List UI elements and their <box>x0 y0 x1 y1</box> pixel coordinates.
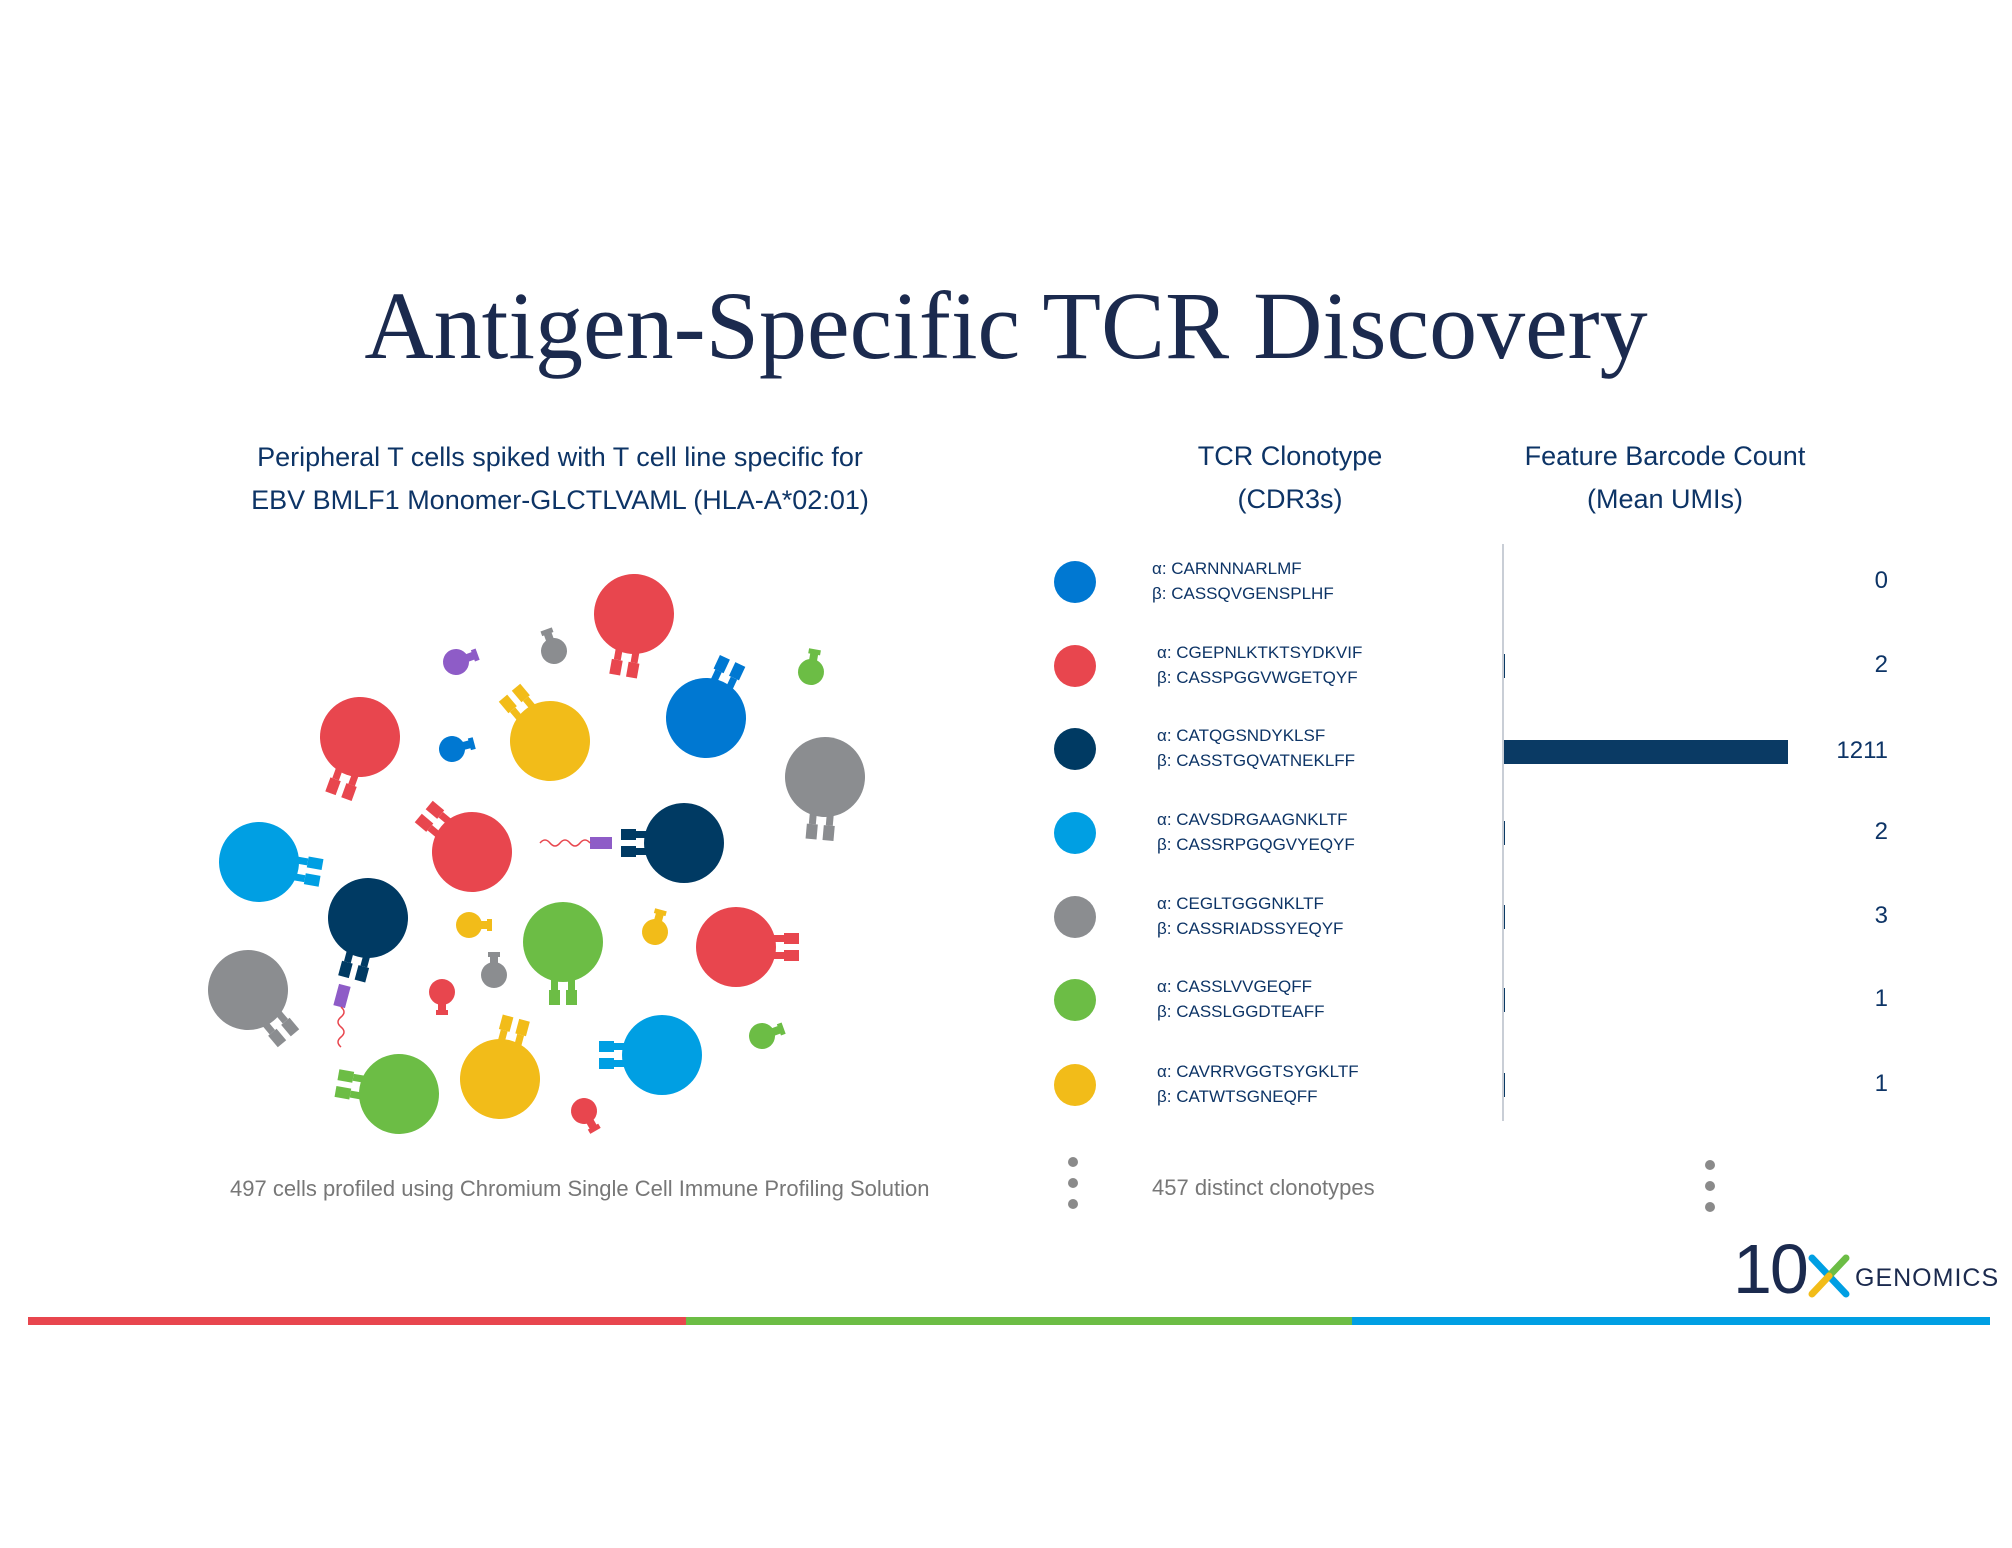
alpha-chain-sequence: α: CARNNNARLMF <box>1152 559 1302 578</box>
t-cell <box>460 1014 540 1119</box>
feature-barcode-count-bar <box>1503 905 1505 929</box>
logo-number: 10 <box>1733 1230 1809 1308</box>
alpha-chain-sequence: α: CGEPNLKTKTSYDKVIF <box>1157 643 1363 662</box>
clonotype-color-dot <box>1054 1064 1096 1106</box>
t-cell <box>599 1015 702 1095</box>
t-cell <box>429 979 455 1015</box>
t-cell <box>571 1098 601 1134</box>
t-cell <box>456 912 492 938</box>
sample-description: Peripheral T cells spiked with T cell li… <box>250 436 870 522</box>
clonotype-color-dot <box>1054 561 1096 603</box>
more-rows-indicator-right <box>1705 1160 1715 1223</box>
t-cell <box>642 908 668 945</box>
feature-barcode-count-label: 1 <box>1874 985 1888 1012</box>
t-cell <box>334 1054 439 1134</box>
page-title: Antigen-Specific TCR Discovery <box>364 272 1648 379</box>
t-cell <box>320 697 400 801</box>
t-cell <box>443 648 480 675</box>
sample-description-line-2: EBV BMLF1 Monomer-GLCTLVAML (HLA-A*02:01… <box>251 485 869 515</box>
t-cell <box>498 683 590 781</box>
t-cell-group <box>208 574 865 1134</box>
t-cell <box>414 800 512 892</box>
t-cell <box>798 648 824 685</box>
clonotype-header-line-1: TCR Clonotype <box>1197 441 1383 471</box>
count-column-header: Feature Barcode Count (Mean UMIs) <box>1500 435 1830 521</box>
t-cell <box>621 803 724 883</box>
clonotype-cdr3-sequences: α: CAVSDRGAAGNKLTF β: CASSRPGQGVYEQYF <box>1157 807 1355 857</box>
clonotype-cdr3-sequences: α: CATQGSNDYKLSF β: CASSTGQVATNEKLFF <box>1157 723 1355 773</box>
count-axis-line <box>1502 544 1504 1121</box>
clonotype-color-dot <box>1054 812 1096 854</box>
clonotype-color-dot <box>1054 896 1096 938</box>
t-cell <box>439 736 476 762</box>
feature-barcode-count-bar <box>1503 821 1505 845</box>
distinct-clonotypes-note: 457 distinct clonotypes <box>1152 1175 1375 1200</box>
alpha-chain-sequence: α: CEGLTGGGNKLTF <box>1157 894 1324 913</box>
clonotype-cdr3-sequences: α: CAVRRVGGTSYGKLTF β: CATWTSGNEQFF <box>1157 1059 1359 1109</box>
count-header-line-2: (Mean UMIs) <box>1586 484 1743 514</box>
beta-chain-sequence: β: CASSLGGDTEAFF <box>1157 1002 1325 1021</box>
t-cell <box>666 654 746 758</box>
feature-barcode-count-bar <box>1503 654 1505 678</box>
feature-barcode-count-label: 1211 <box>1836 737 1888 764</box>
beta-chain-sequence: β: CATWTSGNEQFF <box>1157 1087 1318 1106</box>
t-cell-cluster-illustration <box>208 574 865 1134</box>
beta-chain-sequence: β: CASSTGQVATNEKLFF <box>1157 751 1356 770</box>
clonotype-cdr3-sequences: α: CGEPNLKTKTSYDKVIF β: CASSPGGVWGETQYF <box>1157 640 1362 690</box>
monomer-linker <box>337 1006 345 1048</box>
clonotype-column-header: TCR Clonotype (CDR3s) <box>1160 435 1420 521</box>
t-cell <box>219 822 324 902</box>
beta-chain-sequence: β: CASSQVGENSPLHF <box>1152 584 1334 603</box>
clonotype-cdr3-sequences: α: CARNNNARLMF β: CASSQVGENSPLHF <box>1152 556 1334 606</box>
bottom-stripe-segment <box>1352 1317 1990 1325</box>
bottom-stripe-segment <box>686 1317 1352 1325</box>
antigen-monomer <box>590 837 612 849</box>
feature-barcode-count-label: 3 <box>1874 902 1888 929</box>
alpha-chain-sequence: α: CASSLVVGEQFF <box>1157 977 1312 996</box>
beta-chain-sequence: β: CASSRPGQGVYEQYF <box>1157 835 1355 854</box>
clonotype-color-dot <box>1054 728 1096 770</box>
beta-chain-sequence: β: CASSRIADSSYEQYF <box>1157 919 1344 938</box>
monomer-linker <box>539 839 591 847</box>
more-rows-indicator-left <box>1068 1157 1078 1220</box>
logo-x-icon <box>1808 1254 1850 1298</box>
logo-wordmark: GENOMICS <box>1855 1264 2000 1292</box>
cells-profiled-note: 497 cells profiled using Chromium Single… <box>230 1176 930 1201</box>
t-cell <box>785 737 865 841</box>
bottom-stripe-segment <box>28 1317 686 1325</box>
feature-barcode-count-label: 1 <box>1874 1070 1888 1097</box>
t-cell <box>540 627 567 664</box>
alpha-chain-sequence: α: CAVSDRGAAGNKLTF <box>1157 810 1348 829</box>
t-cell <box>481 952 507 988</box>
alpha-chain-sequence: α: CATQGSNDYKLSF <box>1157 726 1326 745</box>
antigen-monomer <box>333 983 351 1009</box>
t-cell <box>523 902 603 1005</box>
alpha-chain-sequence: α: CAVRRVGGTSYGKLTF <box>1157 1062 1359 1081</box>
clonotype-header-line-2: (CDR3s) <box>1237 484 1343 514</box>
feature-barcode-count-label: 2 <box>1874 651 1888 678</box>
sample-description-line-1: Peripheral T cells spiked with T cell li… <box>257 442 863 472</box>
feature-barcode-count-bar <box>1503 1073 1505 1097</box>
t-cell <box>696 907 799 987</box>
feature-barcode-count-label: 0 <box>1874 567 1888 594</box>
clonotype-color-dot <box>1054 979 1096 1021</box>
count-header-line-1: Feature Barcode Count <box>1524 441 1806 471</box>
t-cell <box>328 878 408 983</box>
t-cell <box>208 950 300 1048</box>
clonotype-cdr3-sequences: α: CASSLVVGEQFF β: CASSLGGDTEAFF <box>1157 974 1325 1024</box>
clonotype-cdr3-sequences: α: CEGLTGGGNKLTF β: CASSRIADSSYEQYF <box>1157 891 1343 941</box>
t-cell <box>749 1022 786 1049</box>
feature-barcode-count-label: 2 <box>1874 818 1888 845</box>
t-cell <box>594 574 674 679</box>
beta-chain-sequence: β: CASSPGGVWGETQYF <box>1157 668 1358 687</box>
feature-barcode-count-bar <box>1503 988 1505 1012</box>
feature-barcode-count-bar <box>1503 740 1788 764</box>
clonotype-color-dot <box>1054 645 1096 687</box>
